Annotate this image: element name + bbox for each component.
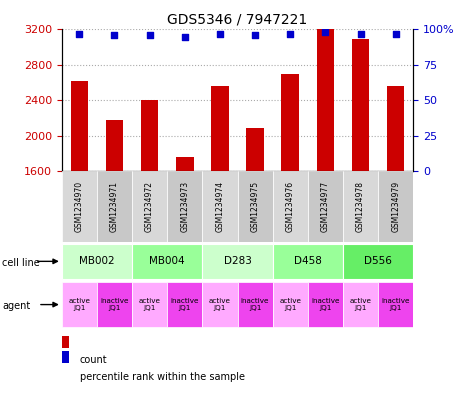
Bar: [343, 244, 413, 279]
Bar: [273, 282, 308, 327]
Bar: [387, 86, 404, 171]
Text: D283: D283: [224, 256, 251, 266]
Text: inactive
JQ1: inactive JQ1: [171, 298, 199, 311]
Bar: [308, 282, 343, 327]
Bar: [141, 100, 158, 171]
Bar: [167, 171, 202, 242]
Bar: [62, 336, 69, 348]
Bar: [202, 171, 238, 242]
Text: GSM1234970: GSM1234970: [75, 181, 84, 232]
Bar: [308, 171, 343, 242]
Text: GSM1234975: GSM1234975: [251, 181, 259, 232]
Text: D556: D556: [364, 256, 392, 266]
Point: [322, 29, 329, 35]
Text: GSM1234973: GSM1234973: [180, 181, 189, 232]
Text: active
JQ1: active JQ1: [350, 298, 371, 311]
Bar: [211, 86, 228, 171]
Point: [392, 31, 399, 37]
Point: [286, 31, 294, 37]
Bar: [105, 119, 124, 171]
Point: [357, 31, 364, 37]
Bar: [378, 282, 413, 327]
Text: GSM1234971: GSM1234971: [110, 181, 119, 232]
Bar: [62, 282, 97, 327]
Bar: [167, 282, 202, 327]
Bar: [71, 81, 88, 171]
Point: [181, 33, 189, 40]
Bar: [273, 244, 343, 279]
Text: cell line: cell line: [2, 257, 40, 268]
Bar: [343, 282, 378, 327]
Bar: [238, 282, 273, 327]
Bar: [352, 39, 369, 171]
Text: agent: agent: [2, 301, 30, 311]
Text: GSM1234979: GSM1234979: [391, 181, 400, 232]
Bar: [202, 244, 273, 279]
Point: [216, 31, 224, 37]
Bar: [132, 282, 167, 327]
Bar: [62, 244, 132, 279]
Text: inactive
JQ1: inactive JQ1: [100, 298, 129, 311]
Text: active
JQ1: active JQ1: [139, 298, 161, 311]
Text: active
JQ1: active JQ1: [209, 298, 231, 311]
Text: GSM1234974: GSM1234974: [216, 181, 224, 232]
Text: GSM1234976: GSM1234976: [286, 181, 294, 232]
Bar: [97, 282, 132, 327]
Point: [111, 32, 118, 38]
Bar: [97, 171, 132, 242]
Text: active
JQ1: active JQ1: [68, 298, 90, 311]
Point: [251, 32, 259, 38]
Text: count: count: [80, 354, 107, 365]
Bar: [316, 29, 334, 171]
Bar: [132, 171, 167, 242]
Text: D458: D458: [294, 256, 322, 266]
Text: active
JQ1: active JQ1: [279, 298, 301, 311]
Bar: [281, 73, 299, 171]
Text: GSM1234978: GSM1234978: [356, 181, 365, 232]
Bar: [273, 171, 308, 242]
Bar: [132, 244, 202, 279]
Point: [76, 31, 83, 37]
Bar: [343, 171, 378, 242]
Text: MB002: MB002: [79, 256, 115, 266]
Bar: [176, 157, 194, 171]
Bar: [62, 351, 69, 363]
Bar: [202, 282, 238, 327]
Bar: [62, 171, 97, 242]
Text: GSM1234977: GSM1234977: [321, 181, 330, 232]
Title: GDS5346 / 7947221: GDS5346 / 7947221: [167, 13, 308, 27]
Text: inactive
JQ1: inactive JQ1: [311, 298, 340, 311]
Text: MB004: MB004: [149, 256, 185, 266]
Bar: [378, 171, 413, 242]
Bar: [247, 128, 264, 171]
Text: GSM1234972: GSM1234972: [145, 181, 154, 232]
Bar: [238, 171, 273, 242]
Text: inactive
JQ1: inactive JQ1: [241, 298, 269, 311]
Point: [146, 32, 153, 38]
Text: percentile rank within the sample: percentile rank within the sample: [80, 372, 245, 382]
Text: inactive
JQ1: inactive JQ1: [381, 298, 410, 311]
